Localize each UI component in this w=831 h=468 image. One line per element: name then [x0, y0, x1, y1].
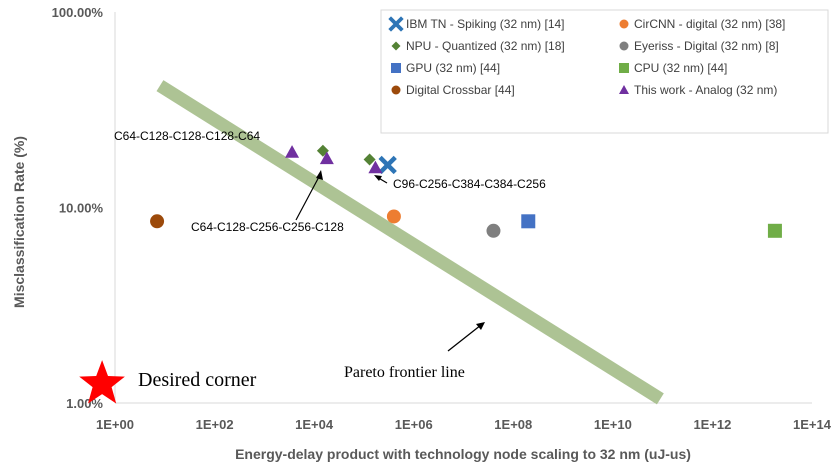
legend-label-7: This work - Analog (32 nm) [634, 83, 777, 97]
legend-marker-7 [619, 85, 629, 94]
data-point-diamond-s2-p1 [363, 153, 376, 166]
data-point-square-s5-p0 [767, 223, 782, 238]
legend-label-2: NPU - Quantized (32 nm) [18] [406, 39, 565, 53]
legend: IBM TN - Spiking (32 nm) [14] CirCNN - di… [380, 9, 829, 134]
x-tick-labels: 1E+00 1E+02 1E+04 1E+06 1E+08 1E+10 1E+12 1E+14 [96, 417, 831, 432]
legend-label-4: GPU (32 nm) [44] [406, 61, 500, 75]
data-point-triangle-s7-p2 [368, 160, 383, 174]
y-axis-title: Misclassification Rate (%) [11, 136, 27, 308]
legend-label-5: CPU (32 nm) [44] [634, 61, 727, 75]
pareto-frontier-line [156, 80, 664, 405]
legend-label-0: IBM TN - Spiking (32 nm) [14] [406, 17, 565, 31]
legend-marker-4 [391, 63, 401, 73]
annotation-label-2: C64-C128-C256-C256-C128 [191, 220, 344, 234]
y-tick-label: 10.00% [59, 201, 104, 216]
data-point-circle-s6-p0 [150, 214, 165, 229]
y-tick-label: 100.00% [52, 5, 104, 20]
data-points [150, 144, 782, 238]
legend-label-1: CirCNN - digital (32 nm) [38] [634, 17, 785, 31]
data-point-triangle-s7-p0 [285, 145, 300, 158]
legend-marker-3 [619, 41, 629, 51]
x-tick-label: 1E+08 [494, 417, 532, 432]
x-axis-title: Energy-delay product with technology nod… [235, 446, 691, 462]
annotation-arrowhead-2 [316, 170, 323, 180]
legend-marker-5 [619, 63, 629, 73]
data-point-square-s4-p0 [521, 214, 536, 229]
x-tick-label: 1E+04 [295, 417, 334, 432]
x-tick-label: 1E+10 [594, 417, 632, 432]
pareto-label: Pareto frontier line [344, 364, 465, 381]
pareto-label-arrow [447, 324, 482, 352]
legend-marker-0 [388, 16, 404, 32]
legend-marker-6 [391, 85, 401, 95]
data-point-circle-s1-p0 [386, 209, 401, 224]
annotation-arrow-2 [295, 172, 322, 221]
annotation-label-3: C96-C256-C384-C384-C256 [393, 177, 546, 191]
desired-corner-label: Desired corner [138, 369, 257, 391]
legend-label-3: Eyeriss - Digital (32 nm) [8] [634, 39, 779, 53]
annotation-arrowhead-3 [374, 175, 382, 181]
y-tick-labels: 1.00% 10.00% 100.00% [52, 5, 104, 411]
x-tick-label: 1E+00 [96, 417, 134, 432]
legend-items: IBM TN - Spiking (32 nm) [14] CirCNN - di… [388, 16, 785, 97]
legend-label-6: Digital Crossbar [44] [406, 83, 515, 97]
legend-marker-1 [619, 19, 629, 29]
annotation-label-1: C64-C128-C128-C128-C64 [114, 129, 260, 143]
desired-corner-star-icon [79, 360, 125, 404]
y-tick-label: 1.00% [66, 396, 103, 411]
data-point-circle-s3-p0 [486, 223, 501, 238]
x-tick-label: 1E+14 [793, 417, 831, 432]
pareto-label-arrowhead [476, 322, 485, 330]
data-point-x-s0-p0 [378, 155, 397, 175]
x-tick-label: 1E+12 [693, 417, 731, 432]
legend-marker-2 [391, 41, 401, 51]
legend-box [380, 9, 829, 134]
data-point-triangle-s7-p1 [319, 151, 334, 165]
x-tick-label: 1E+02 [196, 417, 234, 432]
x-tick-label: 1E+06 [395, 417, 433, 432]
